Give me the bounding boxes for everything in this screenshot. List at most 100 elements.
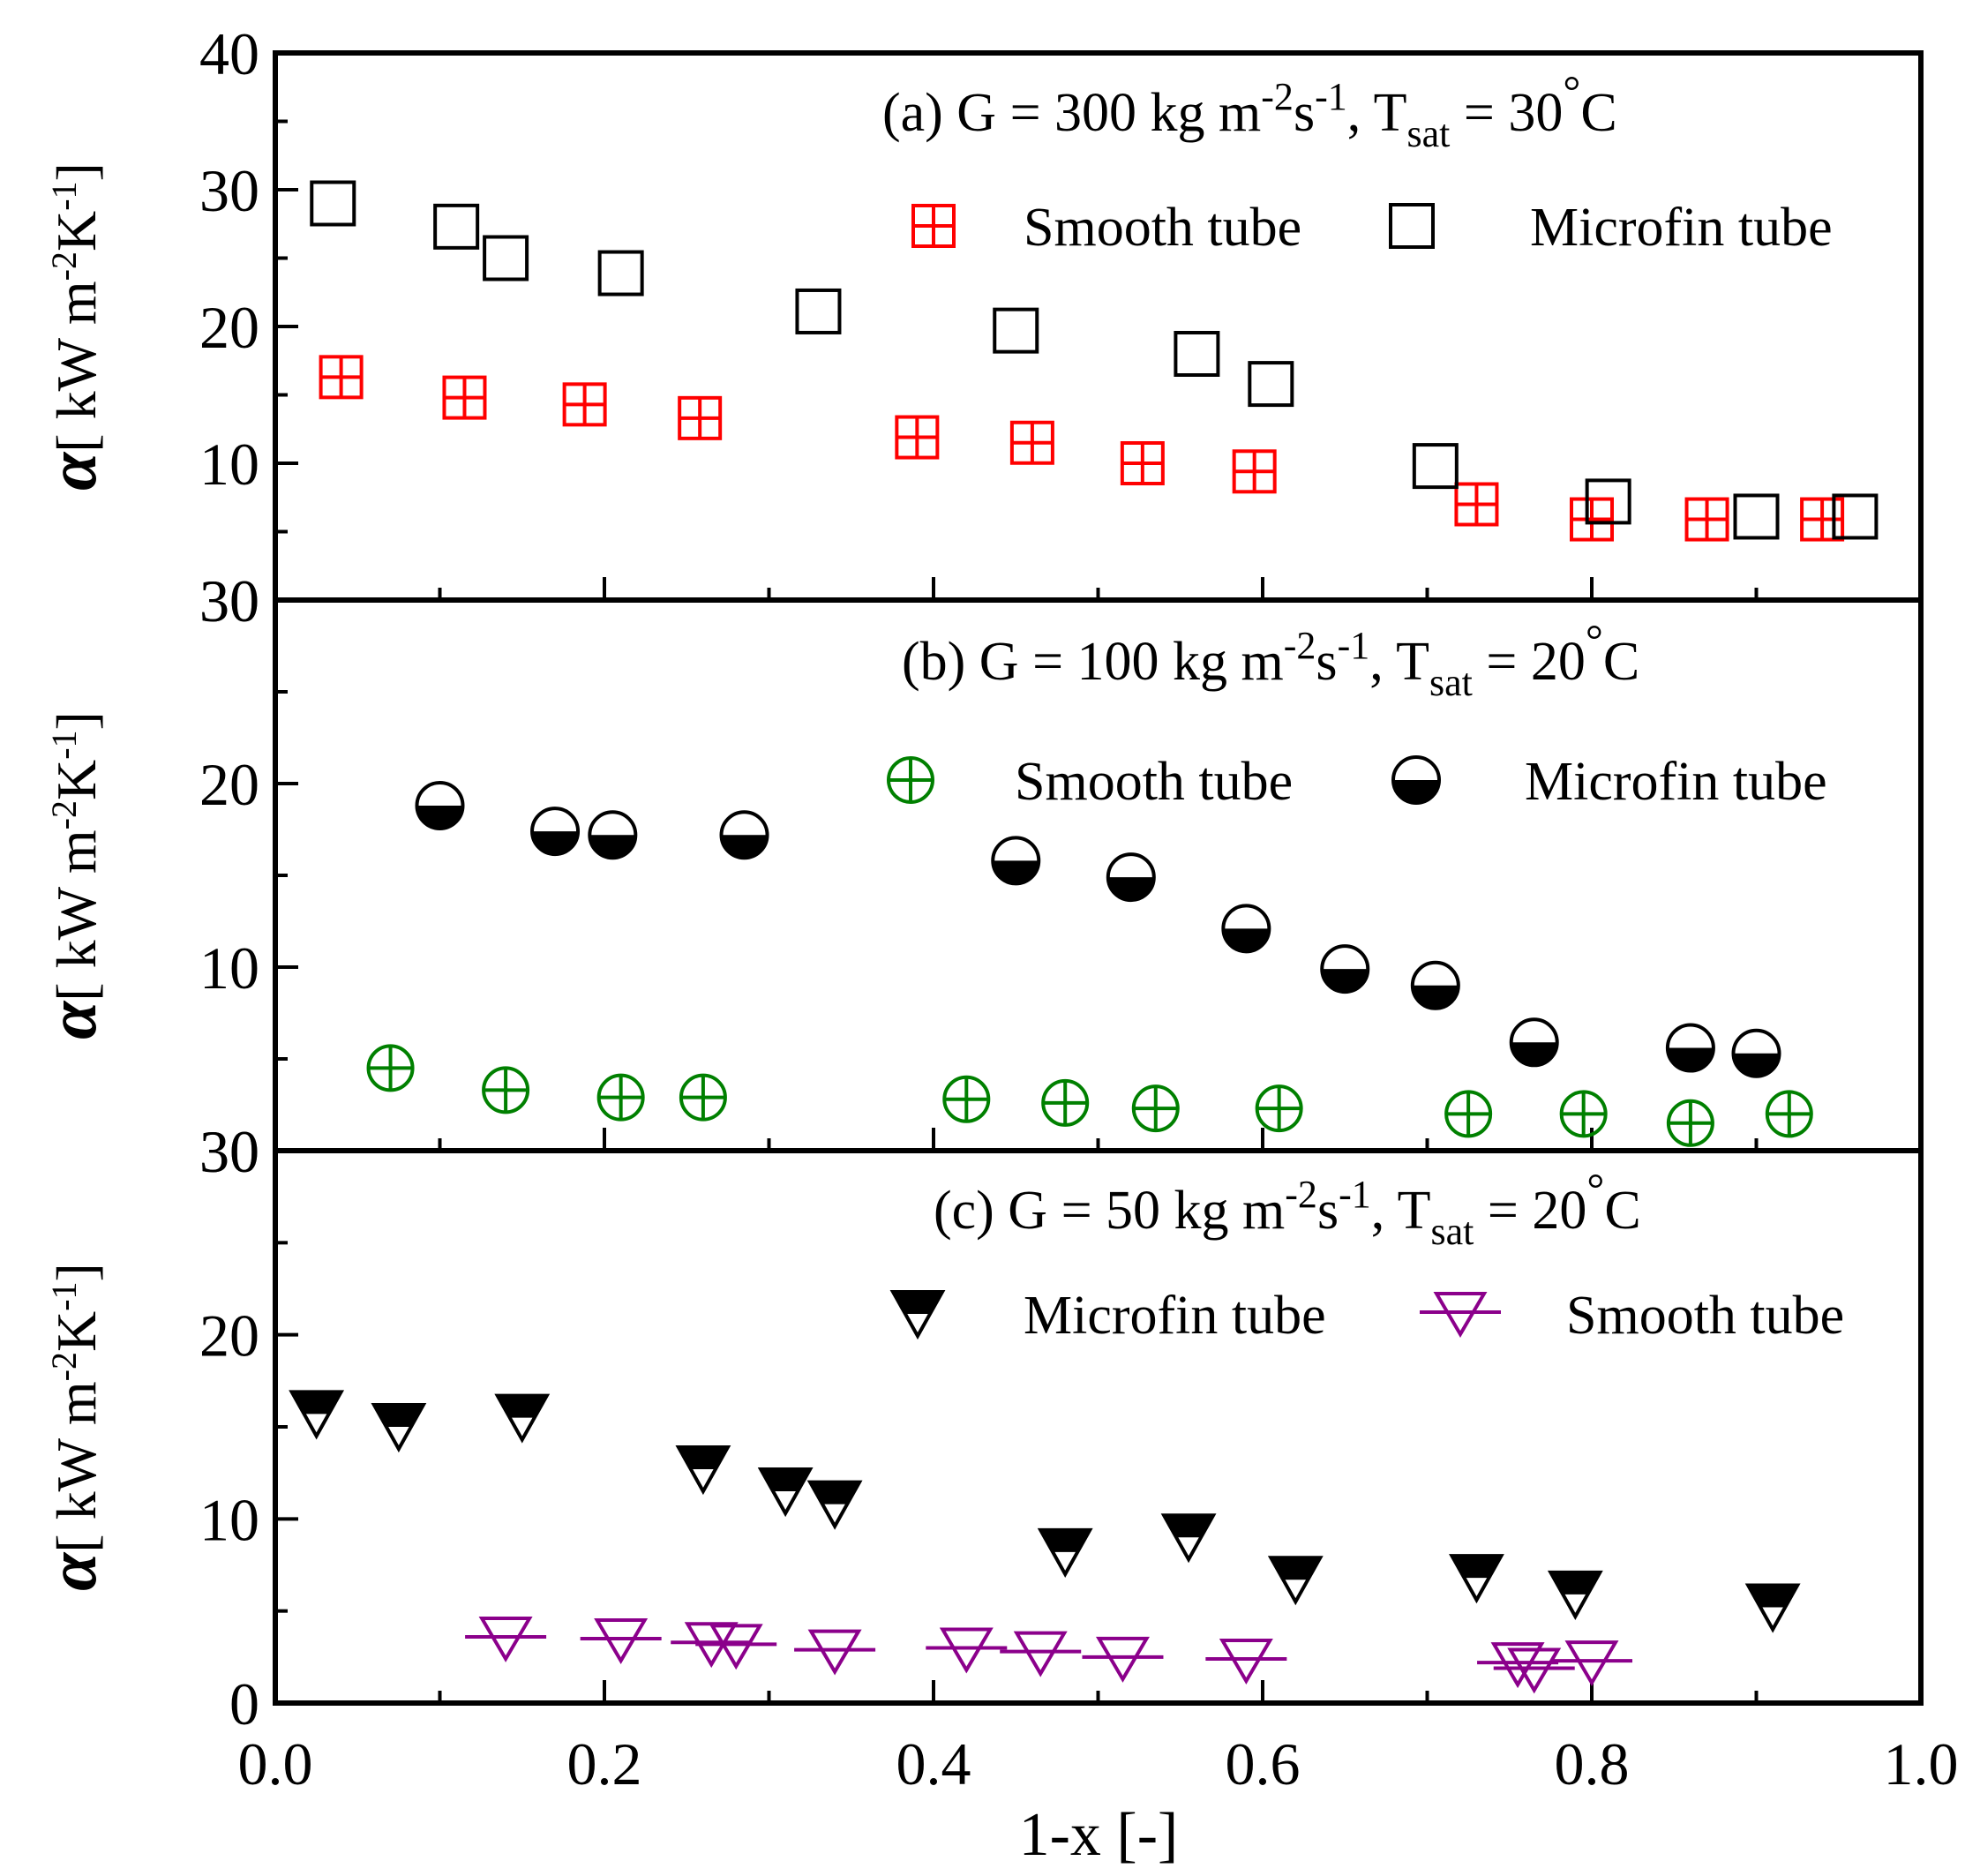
data-point [991, 836, 1041, 886]
data-point [695, 1624, 777, 1670]
data-point [1449, 1554, 1504, 1604]
text-segment: (b) G = 100 kg m [902, 632, 1284, 692]
data-point [942, 1075, 991, 1123]
data-point [1009, 420, 1054, 465]
text-segment: ° [1563, 66, 1580, 116]
text-segment: ° [1586, 615, 1603, 664]
text-segment: -1 [44, 181, 84, 210]
data-point [1454, 482, 1499, 527]
data-point [1665, 1023, 1715, 1073]
data-point [289, 1390, 345, 1440]
text-segment: s [1317, 1181, 1339, 1241]
text-segment: ] [45, 162, 108, 181]
legend-label: Microfin tube [1024, 1286, 1326, 1346]
data-point [1320, 944, 1370, 994]
legend-label: Microfin tube [1530, 198, 1833, 258]
text-segment: sat [1431, 1210, 1474, 1253]
data-point [1037, 1527, 1093, 1578]
panel-annotation: (b) G = 100 kg m-2s-1, Tsat = 20°C [902, 615, 1639, 704]
data-point [1585, 478, 1631, 525]
series-microfin-tube [415, 780, 1781, 1078]
y-axis-title: α[ kW m-2K-1] [34, 711, 110, 1039]
data-point [1000, 1631, 1082, 1677]
text-segment: C [1580, 83, 1616, 143]
legend: Smooth tube Microfin tube [887, 752, 1827, 812]
y-tick-label: 30 [199, 567, 259, 634]
data-point [580, 1618, 662, 1665]
data-point [1120, 441, 1165, 485]
legend-marker [887, 756, 934, 804]
data-point [1232, 449, 1277, 494]
text-segment: = 20 [1473, 632, 1586, 692]
series-microfin-tube [310, 180, 1879, 540]
text-segment: s [1316, 632, 1337, 692]
data-point [371, 1403, 427, 1453]
series-smooth-tube [465, 1616, 1632, 1694]
data-point [483, 235, 529, 281]
series-smooth-tube [319, 355, 1845, 542]
text-segment: K [45, 211, 108, 251]
text-segment: , T [1347, 83, 1407, 143]
legend-label: Smooth tube [1024, 198, 1301, 258]
x-tick-label: 0.2 [567, 1730, 642, 1797]
data-point [1221, 904, 1271, 954]
data-point [1082, 1636, 1164, 1683]
panel-annotation: (c) G = 50 kg m-2s-1, Tsat = 20°C [934, 1164, 1641, 1253]
text-segment: s [1294, 83, 1315, 143]
data-point [494, 1393, 551, 1444]
text-segment: ] [45, 1263, 108, 1281]
text-segment: -2 [1285, 1173, 1317, 1216]
text-segment: -1 [44, 1281, 84, 1310]
data-point [482, 1066, 530, 1114]
data-point [1733, 493, 1780, 540]
data-point [1744, 1583, 1801, 1633]
data-point [319, 355, 364, 400]
data-point [310, 180, 356, 227]
text-segment: -2 [1284, 624, 1316, 667]
y-axis-title: α[ kW m-2K-1] [34, 1263, 110, 1591]
data-point [679, 1073, 727, 1122]
data-point [1267, 1556, 1324, 1606]
data-point [562, 382, 607, 427]
y-tick-label: 40 [199, 20, 259, 87]
text-segment: -1 [1315, 75, 1347, 118]
data-point [1412, 443, 1459, 490]
data-point [795, 288, 842, 334]
text-segment: -2 [1261, 75, 1294, 118]
data-point [1160, 1513, 1217, 1564]
text-segment: α [34, 451, 110, 491]
data-point [1041, 1078, 1090, 1127]
y-tick-label: 20 [199, 751, 259, 818]
panel-annotation: (a) G = 300 kg m-2s-1, Tsat = 30°C [882, 66, 1617, 155]
y-tick-label: 10 [199, 934, 259, 1002]
data-point [465, 1616, 547, 1662]
data-point [678, 395, 723, 440]
text-segment: [ kW m [45, 1381, 108, 1552]
data-point [597, 250, 644, 296]
series-microfin-tube [289, 1390, 1801, 1633]
data-point [1832, 493, 1879, 540]
y-tick-label: 0 [229, 1670, 259, 1737]
data-point [1800, 497, 1845, 542]
legend: Smooth tube Microfin tube [911, 198, 1833, 258]
data-point [433, 203, 480, 250]
x-tick-label: 0.4 [896, 1730, 971, 1797]
text-segment: (c) G = 50 kg m [934, 1181, 1285, 1241]
series-smooth-tube [366, 1044, 1813, 1147]
data-point [993, 307, 1039, 354]
data-point [1174, 331, 1220, 377]
data-point [895, 415, 940, 460]
data-point [1666, 1099, 1714, 1147]
y-axis-title: α[ kW m-2K-1] [34, 162, 110, 491]
text-segment: sat [1407, 112, 1451, 155]
legend-marker [889, 1290, 946, 1340]
data-point [1570, 497, 1614, 542]
data-point [794, 1629, 876, 1676]
x-tick-label: 0.8 [1555, 1730, 1630, 1797]
data-point [588, 810, 638, 860]
text-segment: [ kW m [45, 281, 108, 452]
text-segment: K [45, 760, 108, 800]
